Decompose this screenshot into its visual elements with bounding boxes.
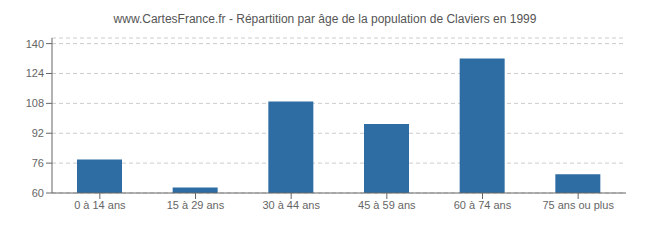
- svg-text:60 à 74 ans: 60 à 74 ans: [454, 199, 512, 211]
- svg-text:60: 60: [32, 187, 44, 199]
- html-text:www.CartesFrance.fr - Répartit: www.CartesFrance.fr - Répartition par âg…: [113, 12, 537, 26]
- svg-text:92: 92: [32, 127, 44, 139]
- svg-text:0 à 14 ans: 0 à 14 ans: [74, 199, 126, 211]
- svg-text:30 à 44 ans: 30 à 44 ans: [262, 199, 320, 211]
- svg-text:140: 140: [26, 38, 44, 50]
- svg-text:45 à 59 ans: 45 à 59 ans: [358, 199, 416, 211]
- svg-text:108: 108: [26, 97, 44, 109]
- svg-text:75 ans ou plus: 75 ans ou plus: [542, 199, 614, 211]
- svg-text:76: 76: [32, 157, 44, 169]
- svg-text:15 à 29 ans: 15 à 29 ans: [167, 199, 225, 211]
- svg-text:124: 124: [26, 67, 44, 79]
